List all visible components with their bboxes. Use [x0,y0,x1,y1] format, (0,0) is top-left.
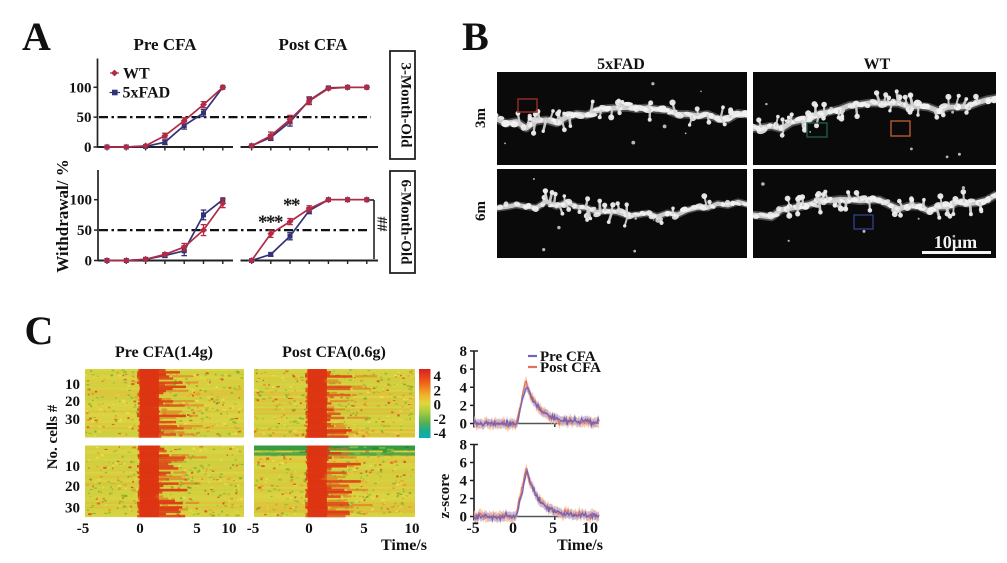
svg-text:3m: 3m [473,108,489,129]
svg-text:Post CFA(0.6g): Post CFA(0.6g) [282,344,386,361]
svg-text:2: 2 [460,492,468,508]
svg-text:2: 2 [460,398,468,414]
svg-text:20: 20 [65,479,80,495]
svg-text:6: 6 [460,456,468,472]
svg-text:6-Month-Old: 6-Month-Old [398,179,414,265]
svg-text:5: 5 [193,521,201,537]
svg-text:100: 100 [70,193,93,209]
svg-text:10: 10 [65,377,80,393]
svg-text:6m: 6m [473,201,489,222]
svg-text:***: *** [258,212,283,233]
svg-text:WT: WT [864,56,891,73]
svg-text:0: 0 [509,520,517,537]
svg-text:-4: -4 [434,426,447,442]
svg-text:4: 4 [460,474,468,490]
svg-text:2: 2 [434,384,442,400]
svg-text:50: 50 [77,110,92,126]
svg-text:-5: -5 [247,521,260,537]
svg-text:10: 10 [582,520,598,537]
svg-text:0: 0 [434,398,442,414]
svg-text:Pre CFA(1.4g): Pre CFA(1.4g) [115,344,213,361]
svg-text:z-score: z-score [437,473,453,518]
svg-text:-2: -2 [434,412,447,428]
svg-text:8: 8 [460,438,468,454]
svg-text:WT: WT [123,66,150,83]
svg-text:Time/s: Time/s [557,537,603,554]
svg-text:B: B [462,14,489,59]
svg-text:20: 20 [65,394,80,410]
svg-text:30: 30 [65,412,80,428]
svg-text:A: A [22,14,51,59]
svg-text:C: C [25,308,54,353]
svg-text:**: ** [283,195,300,216]
svg-text:10: 10 [222,521,237,537]
svg-text:5: 5 [360,521,368,537]
svg-text:8: 8 [460,344,468,360]
svg-text:-5: -5 [77,521,90,537]
svg-text:4: 4 [460,380,468,396]
svg-text:Pre CFA: Pre CFA [133,35,197,54]
svg-text:Time/s: Time/s [381,537,427,554]
svg-text:Withdrawal/ %: Withdrawal/ % [53,159,72,273]
svg-text:5xFAD: 5xFAD [123,85,171,102]
svg-text:4: 4 [434,369,442,385]
svg-text:100: 100 [69,80,92,96]
svg-text:0: 0 [85,254,93,270]
svg-text:Pre CFA: Pre CFA [540,349,596,365]
svg-text:50: 50 [77,223,92,239]
svg-text:Post CFA: Post CFA [278,35,348,54]
svg-text:0: 0 [305,521,313,537]
svg-text:10: 10 [405,521,420,537]
svg-text:5xFAD: 5xFAD [597,56,645,73]
svg-text:0: 0 [460,510,468,526]
svg-text:0: 0 [84,140,92,156]
svg-text:30: 30 [65,501,80,517]
svg-text:Post CFA: Post CFA [540,360,601,376]
svg-text:10: 10 [65,459,80,475]
svg-text:6: 6 [460,362,468,378]
svg-text:##: ## [374,217,390,233]
svg-text:5: 5 [549,520,557,537]
svg-text:No. cells #: No. cells # [45,404,61,469]
svg-text:3-Month-Old: 3-Month-Old [398,62,414,148]
svg-text:-5: -5 [466,520,479,537]
svg-text:0: 0 [136,521,144,537]
svg-text:0: 0 [460,417,468,433]
